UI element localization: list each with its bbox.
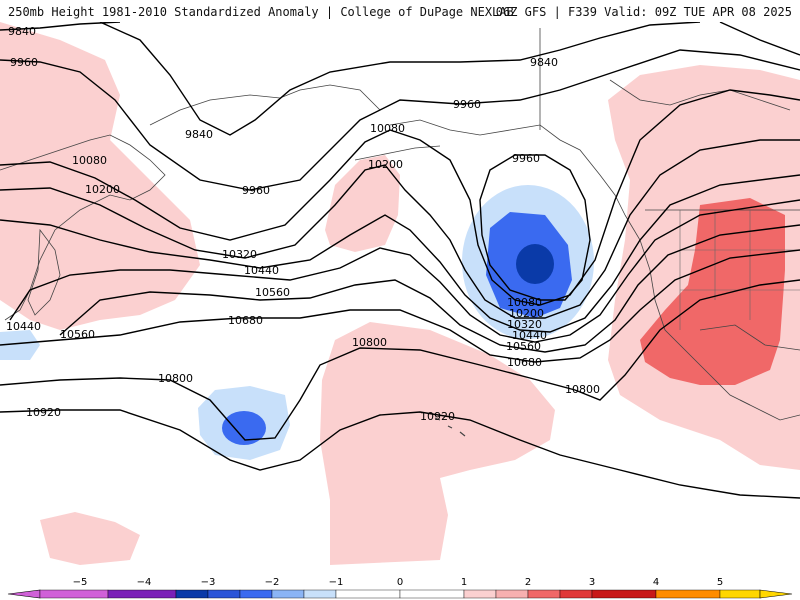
contour-label: 10920 (26, 406, 61, 419)
coastline-aleutians (354, 145, 441, 161)
height-contour-layer (0, 21, 800, 499)
contour-9840-b (99, 21, 701, 136)
anomaly-neg2-southwest (222, 411, 266, 445)
contour-label: 10680 (507, 356, 542, 369)
colorbar-tick: 0 (397, 577, 403, 588)
contour-label: 10560 (60, 328, 95, 341)
colorbar-swatch-neg5 (39, 589, 109, 599)
contour-label: 10800 (565, 383, 600, 396)
contour-label: 10560 (506, 340, 541, 353)
contour-label: 10440 (6, 320, 41, 333)
contour-10920 (0, 409, 800, 499)
coastline-asia (0, 134, 166, 321)
contour-label: 9840 (185, 128, 213, 141)
anomaly-pos1-west (0, 22, 200, 330)
contour-9960-a (0, 49, 800, 191)
colorbar-tick: 4 (653, 577, 659, 588)
colorbar-tick: −4 (137, 577, 152, 588)
anomaly-neg1-west-edge (0, 330, 40, 360)
colorbar-tick: 2 (525, 577, 531, 588)
positive-anomaly-layer (0, 22, 800, 565)
contour-label: 10920 (420, 410, 455, 423)
colorbar-swatch-neg1 (303, 589, 337, 599)
coastline-na-west (624, 214, 751, 406)
contour-10440 (9, 199, 800, 343)
contour-10800 (0, 279, 800, 441)
colorbar-swatch-zero-pos (399, 589, 465, 599)
contour-label-layer: 9840 9960 9840 9960 9840 10080 10200 996… (6, 25, 600, 423)
anomaly-pos2-east (640, 198, 785, 385)
contour-label: 9840 (530, 56, 558, 69)
contour-9840-a (0, 21, 121, 31)
contour-10320 (0, 174, 800, 333)
contour-label: 9960 (453, 98, 481, 111)
map-title: 250mb Height 1981-2010 Standardized Anom… (8, 5, 514, 19)
contour-10200 (0, 139, 800, 319)
coastline-mexico (739, 399, 800, 421)
coastline-japan (27, 228, 61, 316)
contour-label: 10680 (228, 314, 263, 327)
colorbar-tick: 5 (717, 577, 723, 588)
anomaly-pos1-central-north (325, 155, 400, 252)
colorbar-swatch-pos2b (559, 589, 593, 599)
contour-label: 10320 (507, 318, 542, 331)
colorbar-swatch-pos1 (463, 589, 497, 599)
contour-label: 10800 (158, 372, 193, 385)
contour-label: 10320 (222, 248, 257, 261)
map-canvas: 9840 9960 9840 9960 9840 10080 10200 996… (0, 21, 800, 565)
colorbar-swatch-pos5 (719, 589, 761, 599)
colorbar-arrow-right (759, 589, 793, 599)
colorbar-swatch-pos1b (495, 589, 529, 599)
coastline-hudson (609, 79, 791, 111)
contour-10680 (0, 249, 800, 363)
colorbar-swatch-neg3 (175, 589, 209, 599)
colorbar-swatch-neg3b (207, 589, 241, 599)
contour-label: 10800 (352, 336, 387, 349)
model-run-info: 06Z GFS | F339 Valid: 09Z TUE APR 08 202… (495, 5, 792, 19)
colorbar-swatch-pos2 (527, 589, 561, 599)
contour-label: 10560 (255, 286, 290, 299)
colorbar-swatch-neg2 (239, 589, 273, 599)
anomaly-pos1-central-south (320, 322, 555, 565)
contour-10560 (59, 224, 800, 353)
contour-label: 9840 (8, 25, 36, 38)
colorbar-swatch-pos3 (591, 589, 657, 599)
contour-label: 10440 (244, 264, 279, 277)
contour-label: 10440 (512, 329, 547, 342)
colorbar-swatch-zero-neg (335, 589, 401, 599)
anomaly-neg3-center (516, 244, 554, 284)
contour-9960-b (479, 154, 591, 301)
contour-label: 10080 (507, 296, 542, 309)
contour-label: 10200 (85, 183, 120, 196)
contour-label: 10200 (509, 307, 544, 320)
colorbar-swatch-neg2b (271, 589, 305, 599)
colorbar-swatch-pos4 (655, 589, 721, 599)
hawaii-islands (434, 417, 466, 437)
colorbar-arrow-left (7, 589, 41, 599)
colorbar-tick: −2 (265, 577, 280, 588)
anomaly-pos1-southwest (40, 512, 140, 565)
contour-9840-c (719, 21, 800, 56)
colorbar-ticks: −5 −4 −3 −2 −1 0 1 2 3 4 5 (73, 577, 724, 588)
colorbar-tick: 3 (589, 577, 595, 588)
coastline-siberia (149, 84, 381, 126)
contour-label: 9960 (242, 184, 270, 197)
contour-10080 (0, 89, 800, 306)
state-lines (679, 210, 800, 330)
map-header: 250mb Height 1981-2010 Standardized Anom… (0, 0, 800, 22)
contour-label: 9960 (10, 56, 38, 69)
colorbar-tick: −1 (329, 577, 344, 588)
colorbar-tick: −3 (201, 577, 216, 588)
colorbar: −5 −4 −3 −2 −1 0 1 2 3 4 5 (7, 577, 793, 599)
border-us-mexico (699, 324, 800, 351)
negative-anomaly-layer (0, 185, 594, 460)
colorbar-tick: −5 (73, 577, 88, 588)
contour-label: 10200 (368, 158, 403, 171)
contour-label: 10080 (72, 154, 107, 167)
colorbar-swatch-neg4 (107, 589, 177, 599)
contour-label: 9960 (512, 152, 540, 165)
colorbar-tick: 1 (461, 577, 467, 588)
contour-label: 10080 (370, 122, 405, 135)
